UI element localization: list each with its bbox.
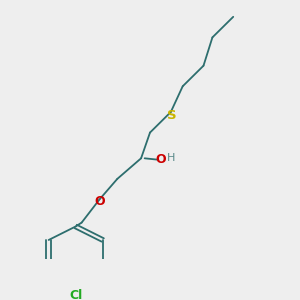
Text: Cl: Cl [69, 290, 82, 300]
Text: H: H [167, 153, 175, 163]
Text: O: O [155, 153, 166, 166]
Text: O: O [95, 195, 105, 208]
Text: S: S [167, 109, 176, 122]
